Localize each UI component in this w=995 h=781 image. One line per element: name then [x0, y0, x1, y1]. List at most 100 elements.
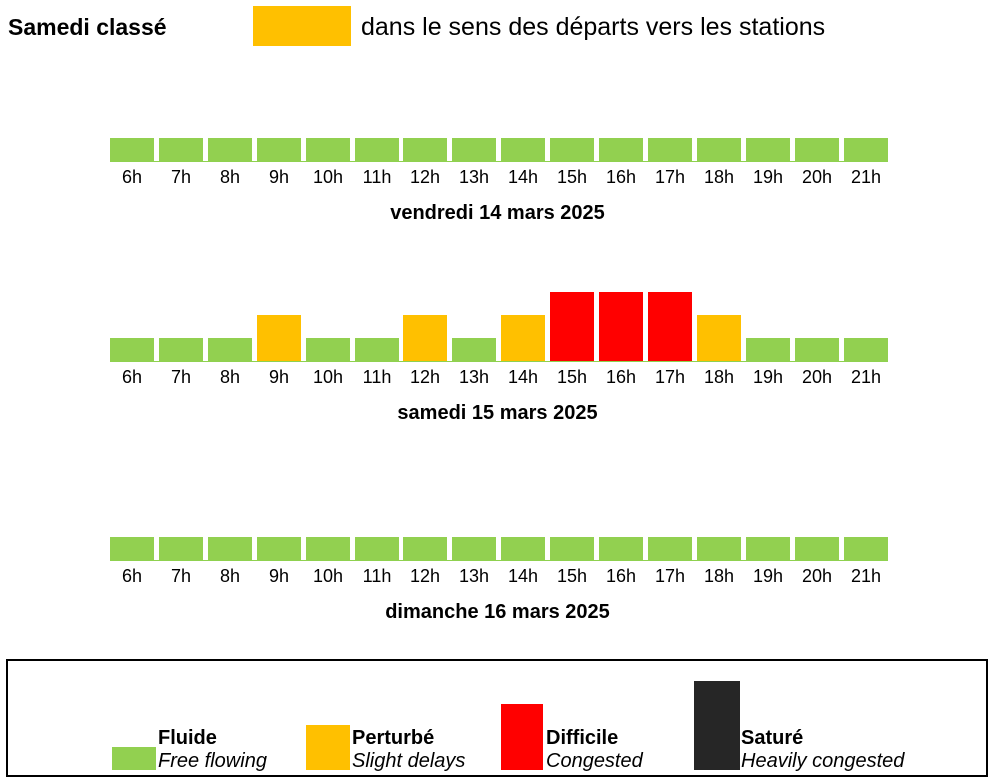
hour-tick-label: 8h	[219, 566, 241, 586]
hour-tick-label: 15h	[556, 367, 588, 387]
hour-tick-label: 21h	[850, 167, 882, 187]
legend-sublabel-sature: Heavily congested	[741, 750, 905, 772]
bar-fluide	[795, 537, 839, 560]
hour-tick-label: 6h	[121, 167, 143, 187]
direction-swatch	[253, 6, 351, 46]
hour-tick-label: 12h	[409, 367, 441, 387]
bar-fluide	[795, 338, 839, 361]
bar-fluide	[746, 537, 790, 560]
hour-tick-label: 8h	[219, 367, 241, 387]
bar-fluide	[159, 338, 203, 361]
bar-fluide	[208, 338, 252, 361]
hour-tick-label: 16h	[605, 566, 637, 586]
hour-tick-label: 7h	[170, 367, 192, 387]
hour-tick-label: 10h	[312, 566, 344, 586]
hour-tick-label: 9h	[268, 367, 290, 387]
bar-fluide	[746, 338, 790, 361]
hour-tick-label: 20h	[801, 167, 833, 187]
bar-perturbe	[501, 315, 545, 361]
legend-label-fluide: Fluide	[158, 727, 217, 749]
day-title: dimanche 16 mars 2025	[385, 601, 610, 623]
hour-tick-label: 11h	[362, 167, 392, 187]
hour-tick-label: 18h	[703, 566, 735, 586]
hour-tick-label: 10h	[312, 367, 344, 387]
day-title: vendredi 14 mars 2025	[390, 202, 605, 224]
chart-baseline	[110, 560, 888, 561]
legend-swatch-difficile	[501, 704, 543, 770]
hour-tick-label: 17h	[654, 367, 686, 387]
bar-fluide	[306, 338, 350, 361]
legend: Fluide Free flowing Perturbé Slight dela…	[6, 659, 988, 777]
bar-fluide	[697, 138, 741, 161]
bar-fluide	[257, 138, 301, 161]
bar-fluide	[110, 537, 154, 560]
bar-fluide	[110, 138, 154, 161]
hour-tick-label: 20h	[801, 367, 833, 387]
hour-tick-label: 18h	[703, 367, 735, 387]
hour-tick-label: 17h	[654, 566, 686, 586]
bar-fluide	[110, 338, 154, 361]
hour-tick-label: 14h	[507, 367, 539, 387]
legend-label-difficile: Difficile	[546, 727, 619, 749]
hour-tick-label: 7h	[170, 167, 192, 187]
hour-tick-label: 17h	[654, 167, 686, 187]
hour-tick-label: 18h	[703, 167, 735, 187]
hour-tick-label: 20h	[801, 566, 833, 586]
hour-tick-label: 6h	[121, 367, 143, 387]
hour-tick-label: 14h	[507, 566, 539, 586]
hour-tick-label: 14h	[507, 167, 539, 187]
bar-perturbe	[257, 315, 301, 361]
bar-fluide	[452, 537, 496, 560]
hour-tick-label: 11h	[362, 367, 392, 387]
hour-tick-label: 15h	[556, 167, 588, 187]
hour-tick-label: 13h	[458, 367, 490, 387]
bar-difficile	[599, 292, 643, 361]
bar-fluide	[159, 537, 203, 560]
bar-fluide	[501, 138, 545, 161]
bar-fluide	[208, 537, 252, 560]
legend-sublabel-perturbe: Slight delays	[352, 750, 466, 772]
bar-fluide	[355, 338, 399, 361]
bar-fluide	[697, 537, 741, 560]
bar-fluide	[355, 537, 399, 560]
hour-tick-label: 12h	[409, 566, 441, 586]
bar-fluide	[208, 138, 252, 161]
bar-difficile	[550, 292, 594, 361]
bar-fluide	[844, 338, 888, 361]
bar-fluide	[599, 537, 643, 560]
hour-tick-label: 13h	[458, 566, 490, 586]
hour-tick-label: 19h	[752, 167, 784, 187]
bar-fluide	[452, 338, 496, 361]
hour-tick-label: 9h	[268, 167, 290, 187]
bar-fluide	[550, 537, 594, 560]
bar-fluide	[403, 537, 447, 560]
hour-tick-label: 8h	[219, 167, 241, 187]
hour-tick-label: 16h	[605, 167, 637, 187]
bar-fluide	[844, 537, 888, 560]
bar-fluide	[403, 138, 447, 161]
bar-fluide	[746, 138, 790, 161]
legend-sublabel-fluide: Free flowing	[158, 750, 267, 772]
hour-tick-label: 11h	[362, 566, 392, 586]
legend-swatch-fluide	[112, 747, 156, 770]
hour-tick-label: 15h	[556, 566, 588, 586]
bar-fluide	[306, 537, 350, 560]
hour-tick-label: 9h	[268, 566, 290, 586]
bar-fluide	[599, 138, 643, 161]
legend-swatch-sature	[694, 681, 740, 770]
page-title: Samedi classé	[8, 14, 167, 40]
bar-fluide	[452, 138, 496, 161]
hour-tick-label: 19h	[752, 367, 784, 387]
hour-tick-label: 10h	[312, 167, 344, 187]
bar-fluide	[648, 537, 692, 560]
bar-fluide	[355, 138, 399, 161]
legend-sublabel-difficile: Congested	[546, 750, 643, 772]
legend-label-perturbe: Perturbé	[352, 727, 435, 749]
bar-fluide	[550, 138, 594, 161]
chart-baseline	[110, 361, 888, 362]
bar-fluide	[501, 537, 545, 560]
hour-tick-label: 13h	[458, 167, 490, 187]
legend-swatch-perturbe	[306, 725, 350, 770]
bar-fluide	[257, 537, 301, 560]
bar-perturbe	[403, 315, 447, 361]
